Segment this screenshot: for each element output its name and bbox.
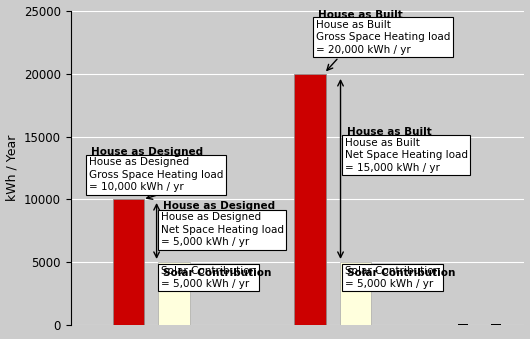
Y-axis label: kWh / Year: kWh / Year [5, 135, 19, 201]
Bar [158, 262, 190, 325]
Bar [457, 324, 467, 325]
Text: House as Built
Net Space Heating load
= 15,000 kWh / yr: House as Built Net Space Heating load = … [344, 138, 467, 173]
Text: House as Designed
Gross Space Heating load
= 10,000 kWh / yr: House as Designed Gross Space Heating lo… [89, 157, 223, 192]
Bar [294, 74, 325, 325]
Text: Solar Contribution
= 5,000 kWh / yr: Solar Contribution = 5,000 kWh / yr [344, 266, 440, 288]
Text: House as Built
Gross Space Heating load
= 20,000 kWh / yr: House as Built Gross Space Heating load … [316, 20, 450, 55]
Text: House as Built: House as Built [347, 127, 432, 137]
Bar [340, 262, 371, 325]
Text: Solar Contribution
= 5,000 kWh / yr: Solar Contribution = 5,000 kWh / yr [161, 266, 256, 288]
Text: Solar Contribution: Solar Contribution [163, 268, 271, 278]
Text: Solar Contribution: Solar Contribution [347, 268, 455, 278]
Text: House as Designed: House as Designed [92, 147, 204, 157]
Bar [491, 324, 500, 325]
Text: House as Designed
Net Space Heating load
= 5,000 kWh / yr: House as Designed Net Space Heating load… [161, 212, 284, 247]
Text: House as Designed: House as Designed [163, 201, 275, 211]
Text: House as Built: House as Built [318, 9, 403, 20]
Bar [113, 199, 144, 325]
